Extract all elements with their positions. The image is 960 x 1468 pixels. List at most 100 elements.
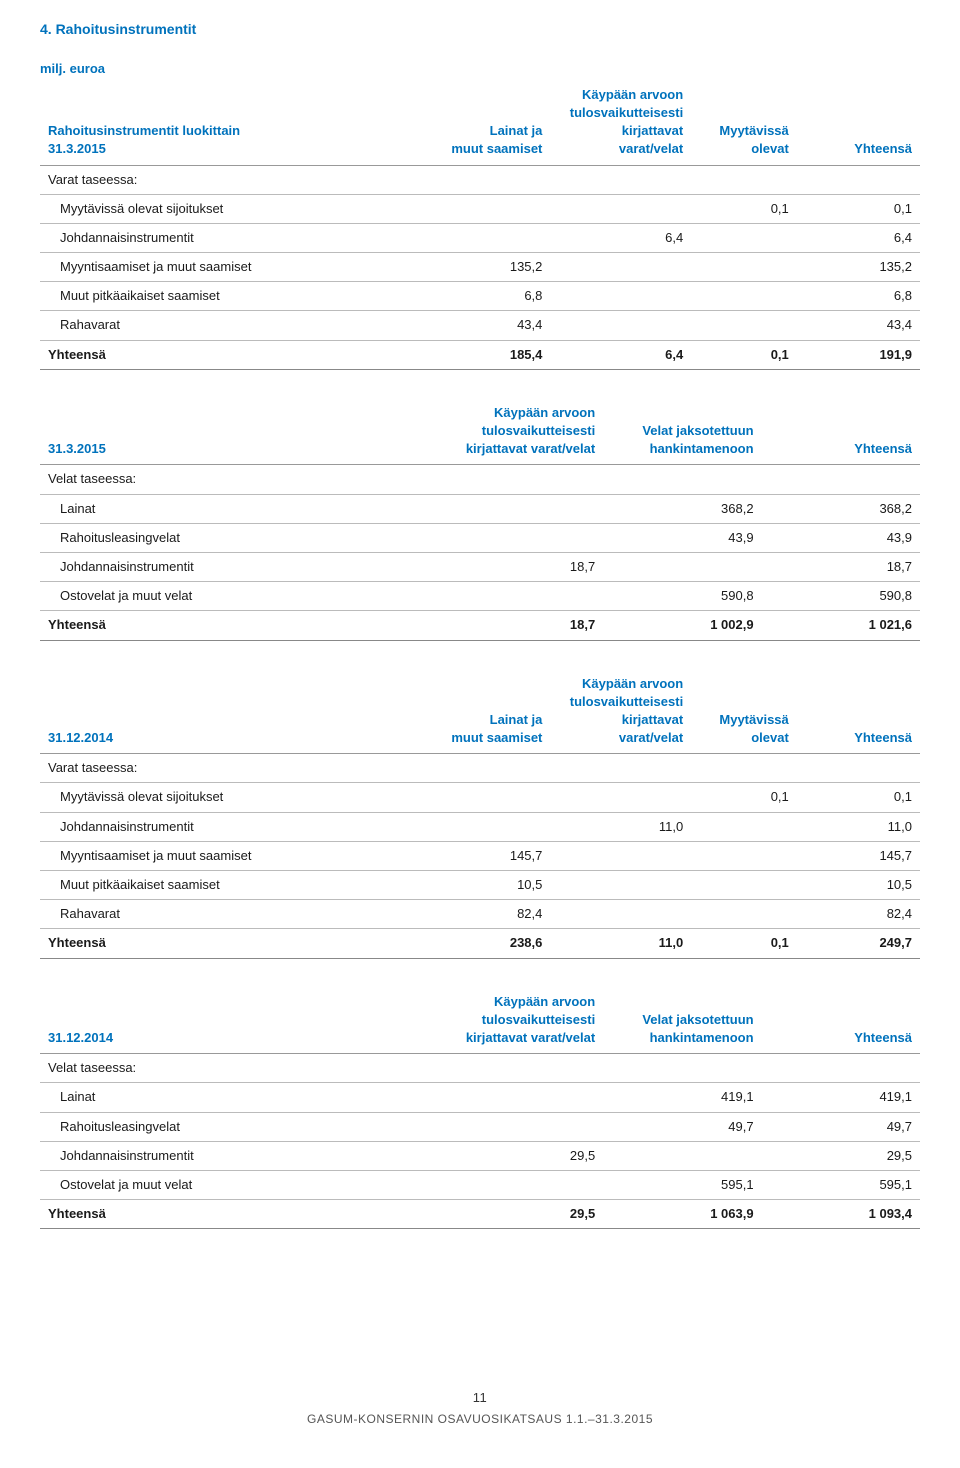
h-myyt: Myytävissä — [719, 123, 788, 138]
cell: 0,1 — [797, 194, 920, 223]
page-number: 11 — [40, 1389, 920, 1407]
row-label: Lainat — [40, 1083, 427, 1112]
row-label: Myyntisaamiset ja muut saamiset — [40, 841, 427, 870]
cell: 82,4 — [427, 900, 550, 929]
cell — [691, 841, 797, 870]
table2-section: Velat taseessa: — [40, 465, 920, 494]
footer-text: GASUM-KONSERNIN OSAVUOSIKATSAUS 1.1.–31.… — [307, 1412, 653, 1426]
cell: 590,8 — [603, 582, 761, 611]
table2-body: Velat taseessa: Lainat 368,2 368,2Rahoit… — [40, 465, 920, 640]
cell: 6,4 — [550, 223, 691, 252]
cell: 11,0 — [550, 812, 691, 841]
total-label: Yhteensä — [40, 340, 427, 369]
cell: 18,7 — [427, 611, 603, 640]
h-tulos2: tulosvaikutteisesti — [482, 423, 595, 438]
cell — [691, 311, 797, 340]
cell: 0,1 — [691, 929, 797, 958]
cell: 419,1 — [762, 1083, 920, 1112]
cell — [691, 871, 797, 900]
cell: 0,1 — [691, 340, 797, 369]
table-row: Myyntisaamiset ja muut saamiset 135,2 13… — [40, 253, 920, 282]
cell — [550, 841, 691, 870]
h-hankinta: hankintamenoon — [650, 441, 754, 456]
cell — [427, 494, 603, 523]
h4-velat-jak: Velat jaksotettuun — [642, 1012, 753, 1027]
cell — [550, 783, 691, 812]
cell: 6,8 — [427, 282, 550, 311]
h-olevat: olevat — [751, 141, 789, 156]
cell — [427, 812, 550, 841]
unit-label: milj. euroa — [40, 60, 920, 78]
cell — [427, 223, 550, 252]
cell: 145,7 — [427, 841, 550, 870]
h3-olevat: olevat — [751, 730, 789, 745]
h4-hankinta: hankintamenoon — [650, 1030, 754, 1045]
section-title: 4. Rahoitusinstrumentit — [40, 20, 920, 40]
cell: 249,7 — [797, 929, 920, 958]
cell: 18,7 — [762, 552, 920, 581]
cell: 368,2 — [603, 494, 761, 523]
cell: 43,4 — [797, 311, 920, 340]
row-label: Myytävissä olevat sijoitukset — [40, 783, 427, 812]
table-row: Lainat 368,2 368,2 — [40, 494, 920, 523]
row-label: Rahoitusleasingvelat — [40, 523, 427, 552]
cell: 595,1 — [603, 1170, 761, 1199]
h3-yhteensa: Yhteensä — [797, 671, 920, 754]
h-yhteensa2: Yhteensä — [762, 400, 920, 465]
h-muut-saamiset: muut saamiset — [451, 141, 542, 156]
table1-date: 31.3.2015 — [48, 141, 106, 156]
cell: 0,1 — [797, 783, 920, 812]
row-label: Rahoitusleasingvelat — [40, 1112, 427, 1141]
cell: 49,7 — [762, 1112, 920, 1141]
cell: 595,1 — [762, 1170, 920, 1199]
cell: 29,5 — [427, 1141, 603, 1170]
row-label: Johdannaisinstrumentit — [40, 812, 427, 841]
h-lainat-ja: Lainat ja — [490, 123, 543, 138]
cell — [603, 1141, 761, 1170]
h-tulos1: tulosvaikutteisesti — [570, 105, 683, 120]
table-row: Muut pitkäaikaiset saamiset 10,5 10,5 — [40, 871, 920, 900]
h3-lainat-ja: Lainat ja — [490, 712, 543, 727]
cell — [427, 783, 550, 812]
page-footer: 11 GASUM-KONSERNIN OSAVUOSIKATSAUS 1.1.–… — [40, 1389, 920, 1428]
table-row: Rahoitusleasingvelat 43,9 43,9 — [40, 523, 920, 552]
table3-body: Varat taseessa: Myytävissä olevat sijoit… — [40, 754, 920, 958]
cell — [550, 900, 691, 929]
cell: 368,2 — [762, 494, 920, 523]
table-row: Rahoitusleasingvelat 49,7 49,7 — [40, 1112, 920, 1141]
table1-section: Varat taseessa: — [40, 165, 920, 194]
cell: 1 063,9 — [603, 1200, 761, 1229]
cell: 29,5 — [762, 1141, 920, 1170]
row-label: Lainat — [40, 494, 427, 523]
total-row: Yhteensä 29,5 1 063,9 1 093,4 — [40, 1200, 920, 1229]
cell — [427, 523, 603, 552]
cell: 135,2 — [427, 253, 550, 282]
total-row: Yhteensä 18,7 1 002,9 1 021,6 — [40, 611, 920, 640]
cell — [427, 194, 550, 223]
row-label: Johdannaisinstrumentit — [40, 552, 427, 581]
h-yhteensa1: Yhteensä — [797, 82, 920, 165]
table4-date: 31.12.2014 — [48, 1030, 113, 1045]
row-label: Myytävissä olevat sijoitukset — [40, 194, 427, 223]
h-kaypaan2: Käypään arvoon — [494, 405, 595, 420]
row-label: Muut pitkäaikaiset saamiset — [40, 282, 427, 311]
h4-kirj: kirjattavat varat/velat — [466, 1030, 595, 1045]
cell: 11,0 — [550, 929, 691, 958]
cell: 43,9 — [603, 523, 761, 552]
cell — [691, 253, 797, 282]
row-label: Rahavarat — [40, 900, 427, 929]
cell: 18,7 — [427, 552, 603, 581]
cell: 191,9 — [797, 340, 920, 369]
cell: 590,8 — [762, 582, 920, 611]
cell: 238,6 — [427, 929, 550, 958]
cell: 0,1 — [691, 194, 797, 223]
row-label: Muut pitkäaikaiset saamiset — [40, 871, 427, 900]
cell — [427, 1170, 603, 1199]
cell: 0,1 — [691, 783, 797, 812]
cell — [550, 253, 691, 282]
row-label: Myyntisaamiset ja muut saamiset — [40, 253, 427, 282]
h3-myyt: Myytävissä — [719, 712, 788, 727]
cell: 1 021,6 — [762, 611, 920, 640]
table-row: Myytävissä olevat sijoitukset 0,1 0,1 — [40, 783, 920, 812]
table-liab-2014: 31.12.2014 Käypään arvoon tulosvaikuttei… — [40, 989, 920, 1230]
